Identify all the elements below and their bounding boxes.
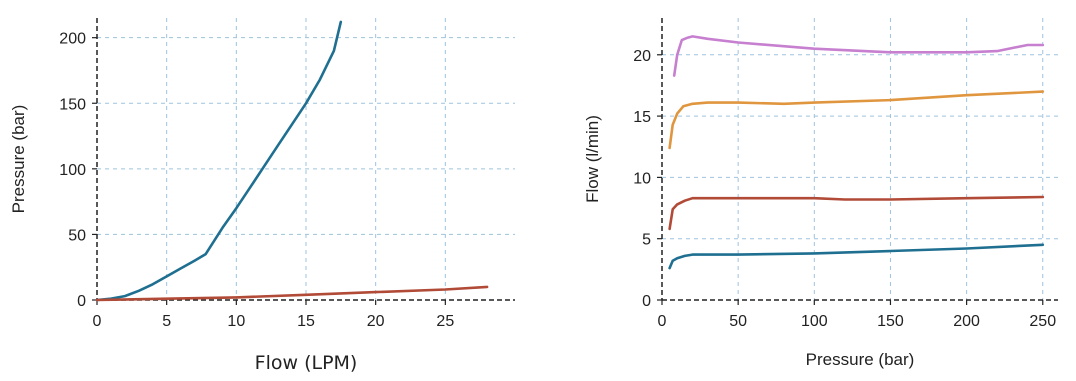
series-line-1 bbox=[95, 20, 343, 302]
x-tick-label: 150 bbox=[877, 313, 904, 330]
series-line-4 bbox=[668, 243, 1045, 270]
x-tick-label: 0 bbox=[658, 313, 667, 330]
series-line-2 bbox=[668, 90, 1045, 150]
y-tick-label: 10 bbox=[633, 170, 651, 187]
x-tick-label: 200 bbox=[953, 313, 980, 330]
series-line-3 bbox=[668, 195, 1045, 231]
y-axis-title: Pressure (bar) bbox=[9, 105, 28, 214]
y-tick-label: 100 bbox=[59, 162, 86, 179]
y-tick-label: 0 bbox=[77, 293, 86, 310]
x-tick-label: 20 bbox=[367, 313, 385, 330]
y-tick-label: 20 bbox=[633, 48, 651, 65]
y-tick-label: 0 bbox=[642, 293, 651, 310]
y-tick-label: 15 bbox=[633, 109, 651, 126]
x-tick-label: 5 bbox=[162, 313, 171, 330]
x-tick-label: 250 bbox=[1029, 313, 1056, 330]
series-line-1 bbox=[672, 35, 1045, 77]
y-tick-label: 150 bbox=[59, 96, 86, 113]
x-tick-label: 25 bbox=[436, 313, 454, 330]
x-axis-title: Flow (LPM) bbox=[255, 352, 358, 374]
chart-1: 0 5 10 15 20 25 0 50 100 150 200 Flow (LPM) Pressure… bbox=[9, 18, 515, 374]
y-tick-label: 50 bbox=[68, 227, 86, 244]
x-tick-label: 10 bbox=[227, 313, 245, 330]
y-tick-label: 200 bbox=[59, 31, 86, 48]
series-line-2 bbox=[95, 285, 489, 302]
chart-2: 0 50 100 150 200 250 0 5 10 15 20 Pressure (bar) Flo… bbox=[583, 18, 1058, 369]
x-tick-label: 100 bbox=[801, 313, 828, 330]
x-axis-title: Pressure (bar) bbox=[806, 350, 915, 369]
y-axis-title: Flow (l/min) bbox=[583, 115, 602, 203]
x-tick-label: 50 bbox=[729, 313, 747, 330]
y-tick-label: 5 bbox=[642, 232, 651, 249]
x-tick-label: 0 bbox=[93, 313, 102, 330]
x-tick-label: 15 bbox=[297, 313, 315, 330]
